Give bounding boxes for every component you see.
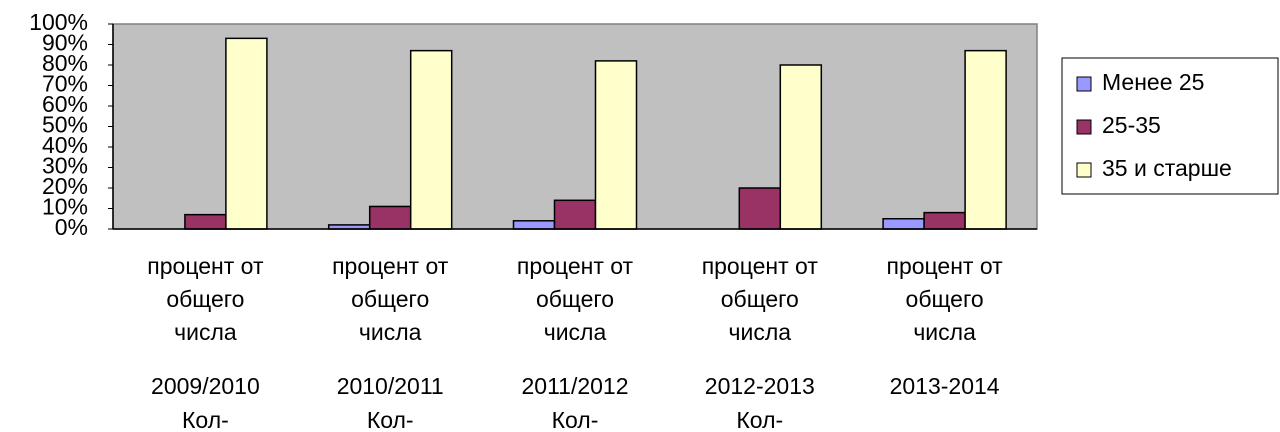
y-tick-label: 90% (42, 30, 88, 56)
bar (964, 49, 1007, 230)
x-tick-label: общего (906, 286, 984, 312)
legend-label: 25-35 (1102, 112, 1161, 138)
x-tick-label: числа (544, 319, 607, 345)
bar (184, 213, 227, 230)
legend-swatch (1076, 76, 1092, 92)
bar (594, 60, 638, 230)
legend (1061, 57, 1279, 195)
bar (779, 64, 823, 230)
group-label: Кол- (367, 407, 414, 432)
x-tick-label: общего (351, 286, 429, 312)
group-label: 2012-2013 (705, 373, 815, 399)
x-tick-label: числа (359, 319, 422, 345)
y-tick-label: 70% (42, 71, 88, 97)
y-tick-label: 80% (42, 50, 88, 76)
bar (882, 218, 925, 230)
y-tick-label: 10% (42, 194, 88, 220)
x-tick-label: процент от (702, 253, 819, 279)
y-tick-label: 0% (55, 214, 88, 240)
bar (368, 205, 412, 230)
group-label: Кол- (736, 407, 783, 432)
x-tick-label: процент от (886, 253, 1003, 279)
y-tick-label: 30% (42, 153, 88, 179)
x-tick-label: процент от (517, 253, 634, 279)
y-tick-label: 20% (42, 173, 88, 199)
bar (409, 49, 453, 230)
x-tick-label: общего (166, 286, 244, 312)
bar (923, 211, 966, 230)
bar (225, 37, 268, 230)
x-tick-label: процент от (332, 253, 449, 279)
bar (512, 220, 556, 230)
x-tick-label: общего (536, 286, 614, 312)
group-label: Кол- (552, 407, 599, 432)
x-tick-label: общего (721, 286, 799, 312)
x-tick-label: числа (174, 319, 237, 345)
group-label: 2011/2012 (521, 373, 628, 399)
x-tick-label: процент от (147, 253, 264, 279)
y-tick-label: 50% (42, 112, 88, 138)
x-tick-label: числа (729, 319, 792, 345)
bar (553, 199, 597, 230)
legend-label: 35 и старше (1102, 155, 1232, 181)
group-label: 2010/2011 (337, 373, 444, 399)
group-label: 2013-2014 (890, 373, 1000, 399)
y-tick-label: 40% (42, 132, 88, 158)
x-tick-label: числа (913, 319, 976, 345)
y-tick-label: 100% (29, 9, 88, 35)
legend-label: Менее 25 (1102, 69, 1204, 95)
group-label: 2009/2010 (151, 373, 260, 399)
legend-swatch (1076, 119, 1092, 135)
group-label: Кол- (182, 407, 229, 432)
bar (738, 187, 782, 230)
legend-swatch (1076, 162, 1092, 178)
y-tick-label: 60% (42, 91, 88, 117)
